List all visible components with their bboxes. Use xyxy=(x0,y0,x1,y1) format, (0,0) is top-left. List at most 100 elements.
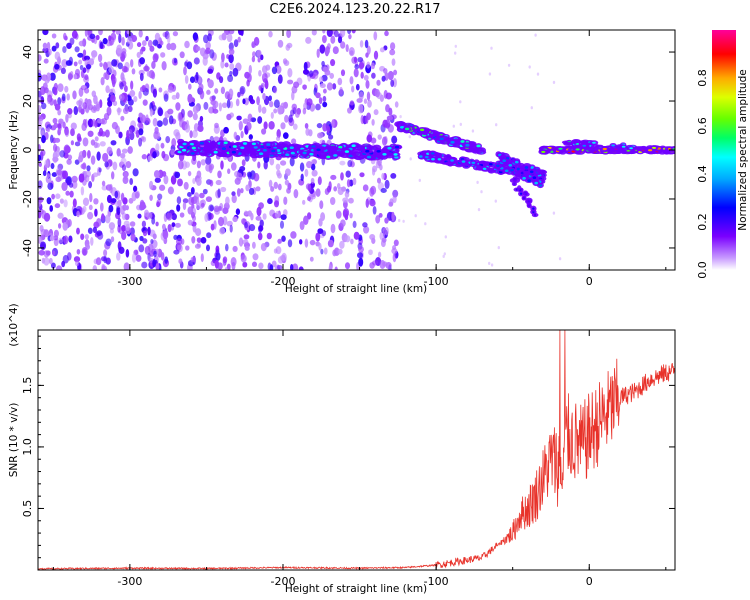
heatmap-cell xyxy=(93,198,99,205)
heatmap-cell xyxy=(319,200,324,210)
heatmap-cell xyxy=(183,66,187,76)
heatmap-cell xyxy=(57,97,62,106)
heatmap-cell xyxy=(280,122,286,130)
heatmap-cell xyxy=(91,118,96,127)
heatmap-cell xyxy=(218,102,223,112)
heatmap-cell xyxy=(508,163,513,167)
x-tick-label: -300 xyxy=(117,575,142,588)
heatmap-cell xyxy=(536,72,540,76)
heatmap-cell xyxy=(163,174,169,185)
heatmap-cell xyxy=(104,161,109,168)
heatmap-cell xyxy=(242,142,248,145)
heatmap-cell xyxy=(175,92,180,100)
y-tick-label: 0 xyxy=(21,147,34,154)
heatmap-cell xyxy=(121,36,125,46)
heatmap-cell xyxy=(52,143,58,152)
heatmap-cell xyxy=(137,122,144,128)
heatmap-cell xyxy=(305,36,312,44)
spectrogram-y-ticks: -40 -20 0 20 40 xyxy=(21,39,675,261)
heatmap-cell xyxy=(377,251,382,258)
heatmap-cell xyxy=(240,130,244,139)
heatmap-cell xyxy=(38,236,43,244)
heatmap-cell xyxy=(170,148,175,156)
heatmap-cell xyxy=(73,73,78,80)
heatmap-cell xyxy=(155,263,160,270)
heatmap-cell xyxy=(418,178,421,182)
heatmap-cell xyxy=(73,105,79,116)
heatmap-cell xyxy=(443,252,446,256)
spectrogram-x-axis-label: Height of straight line (km) xyxy=(285,283,427,295)
heatmap-cell xyxy=(96,217,102,227)
heatmap-cell xyxy=(364,39,369,49)
heatmap-cell xyxy=(242,261,248,268)
heatmap-cell xyxy=(391,58,396,66)
heatmap-cell xyxy=(284,179,290,186)
heatmap-cell xyxy=(141,261,148,269)
heatmap-cell xyxy=(51,45,57,52)
heatmap-cell xyxy=(318,76,324,83)
heatmap-cell xyxy=(206,232,212,239)
heatmap-cell xyxy=(490,46,493,50)
heatmap-cell xyxy=(103,72,107,80)
heatmap-cell xyxy=(88,181,93,189)
heatmap-cell xyxy=(247,210,253,217)
heatmap-cell xyxy=(233,131,238,140)
heatmap-cell xyxy=(70,140,75,146)
heatmap-cell xyxy=(527,200,530,203)
heatmap-cell xyxy=(176,196,182,205)
heatmap-cell xyxy=(67,252,72,261)
heatmap-cell xyxy=(533,213,537,217)
heatmap-cell xyxy=(339,86,343,95)
heatmap-cell xyxy=(266,143,271,146)
heatmap-cell xyxy=(42,170,47,177)
heatmap-cell xyxy=(318,97,323,105)
heatmap-cell xyxy=(173,249,180,255)
heatmap-cell xyxy=(414,214,417,218)
heatmap-cell xyxy=(320,248,324,255)
heatmap-cell xyxy=(376,149,381,153)
heatmap-cell xyxy=(267,262,272,270)
heatmap-cell xyxy=(369,187,375,197)
heatmap-cell xyxy=(151,61,156,69)
heatmap-cell xyxy=(377,158,382,167)
heatmap-cell xyxy=(143,65,150,72)
heatmap-cell xyxy=(253,173,260,182)
heatmap-cell xyxy=(452,124,455,128)
heatmap-cell xyxy=(108,204,114,213)
heatmap-cell xyxy=(327,43,331,50)
heatmap-cell xyxy=(127,105,133,113)
heatmap-cell xyxy=(471,147,480,154)
heatmap-cell xyxy=(244,210,248,216)
heatmap-cell xyxy=(326,82,333,91)
heatmap-cell xyxy=(303,215,309,226)
heatmap-cell xyxy=(221,102,228,109)
heatmap-cell xyxy=(106,194,112,204)
heatmap-cell xyxy=(236,187,241,197)
heatmap-cell xyxy=(54,137,61,143)
heatmap-cell xyxy=(261,65,268,74)
heatmap-cell xyxy=(182,201,187,211)
heatmap-cell xyxy=(141,84,146,92)
heatmap-cell xyxy=(262,92,266,101)
heatmap-cell xyxy=(118,93,125,101)
heatmap-cell xyxy=(38,154,42,162)
heatmap-cell xyxy=(494,199,497,203)
heatmap-cell xyxy=(342,209,349,219)
heatmap-cell xyxy=(302,84,307,90)
heatmap-cell xyxy=(225,243,229,252)
heatmap-cell xyxy=(187,171,192,177)
heatmap-cell xyxy=(167,186,174,195)
heatmap-cell xyxy=(243,234,250,240)
heatmap-cell xyxy=(126,30,130,35)
heatmap-cell xyxy=(101,263,106,270)
heatmap-cell xyxy=(439,137,444,141)
heatmap-cell xyxy=(226,99,231,109)
heatmap-cell xyxy=(223,126,229,134)
heatmap-cell xyxy=(82,137,89,147)
x-tick-label: 0 xyxy=(586,575,593,588)
heatmap-cell xyxy=(420,128,425,132)
heatmap-cell xyxy=(359,40,364,48)
heatmap-cell xyxy=(253,36,260,46)
heatmap-cell xyxy=(50,262,56,269)
